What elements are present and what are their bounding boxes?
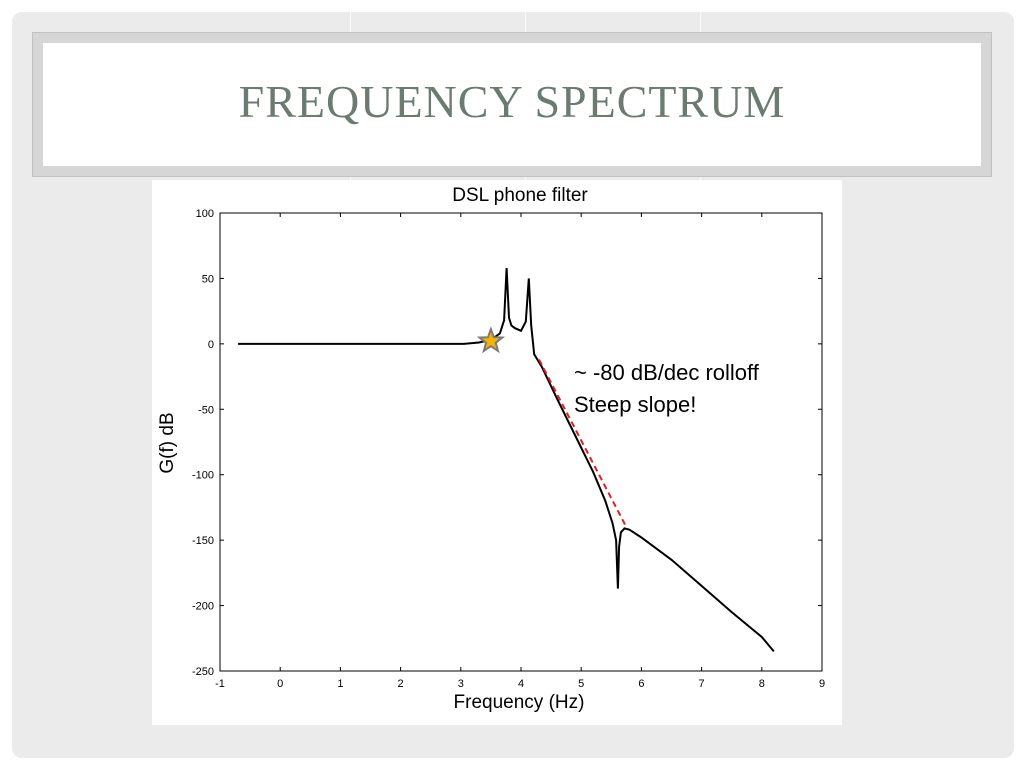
y-axis-label: G(f) dB <box>157 412 178 473</box>
y-tick-label: 100 <box>196 208 214 220</box>
chart-title: DSL phone filter <box>452 185 588 206</box>
title-frame: FREQUENCY SPECTRUM <box>32 32 992 177</box>
x-tick-label: 8 <box>759 678 765 690</box>
axis-ticks: -1 0 1 2 3 4 5 6 7 8 9 100 50 0 -50 -100 -150 -200 -250 <box>192 208 825 690</box>
y-tick-label: 0 <box>208 339 214 351</box>
x-tick-label: 9 <box>819 678 825 690</box>
x-tick-label: 7 <box>699 678 705 690</box>
frequency-response-curve <box>238 267 775 653</box>
annotation-steep-text: Steep slope! <box>574 392 696 417</box>
x-tick-label: -1 <box>215 678 225 690</box>
x-tick-label: 0 <box>277 678 283 690</box>
y-tick-label: 50 <box>202 273 214 285</box>
x-tick-label: 6 <box>638 678 644 690</box>
annotation-rolloff-text: ~ -80 dB/dec rolloff <box>574 360 760 385</box>
slide-title: FREQUENCY SPECTRUM <box>238 76 786 127</box>
star-icon <box>476 326 506 354</box>
x-axis-label: Frequency (Hz) <box>454 692 585 713</box>
x-tick-label: 1 <box>337 678 343 690</box>
plot-area-frame <box>219 212 823 672</box>
y-tick-label: -150 <box>192 535 214 547</box>
slide-background: FREQUENCY SPECTRUM <box>12 12 1014 758</box>
x-tick-label: 2 <box>398 678 404 690</box>
x-tick-label: 4 <box>518 678 524 690</box>
x-tick-label: 3 <box>458 678 464 690</box>
rolloff-dashed-line <box>538 359 628 528</box>
y-tick-label: -200 <box>192 601 214 613</box>
y-tick-label: -250 <box>192 666 214 678</box>
title-box: FREQUENCY SPECTRUM <box>43 43 981 166</box>
y-tick-label: -100 <box>192 470 214 482</box>
chart-panel <box>152 180 842 725</box>
y-tick-label: -50 <box>198 404 214 416</box>
x-tick-label: 5 <box>578 678 584 690</box>
